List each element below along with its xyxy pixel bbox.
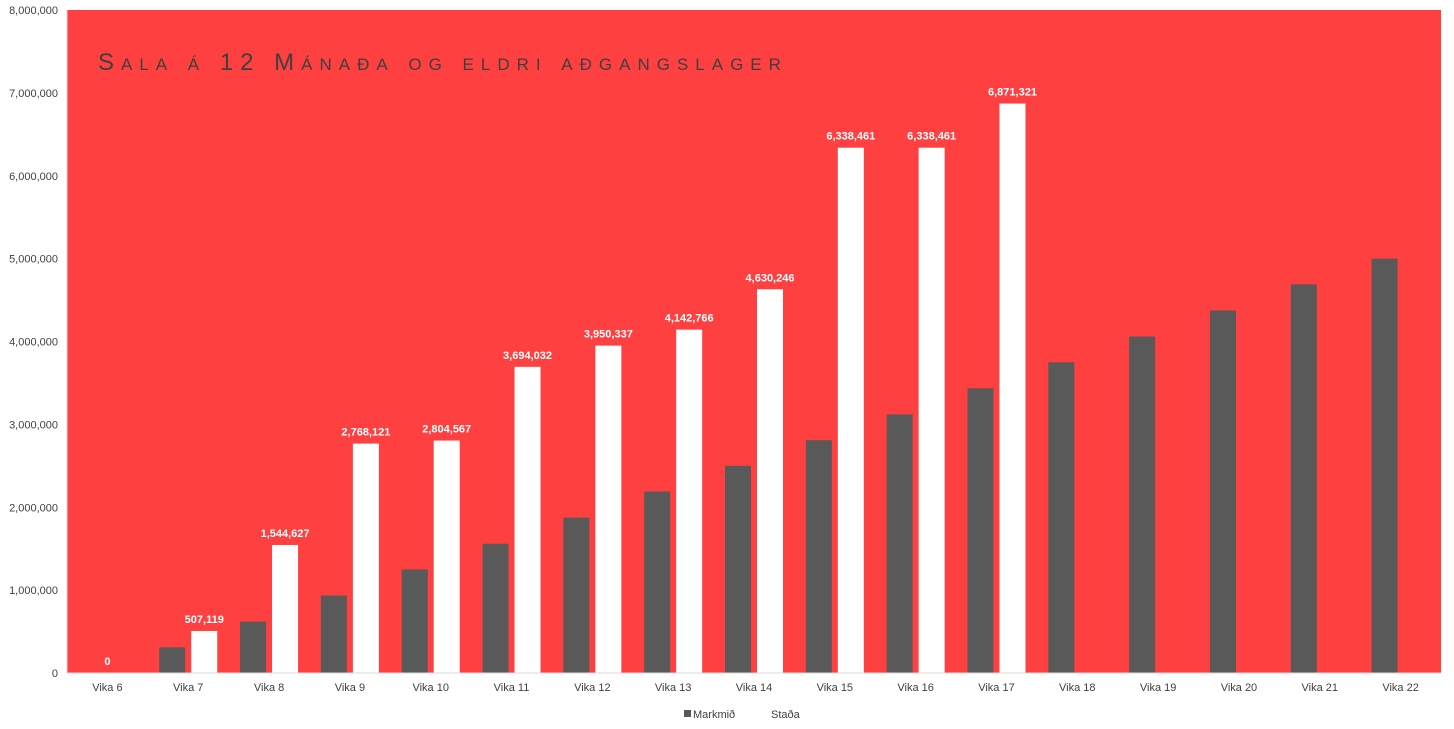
data-label: 6,338,461 [826,131,875,143]
bar-stada [191,630,218,673]
y-tick-label: 4,000,000 [9,337,58,349]
data-label: 6,871,321 [988,87,1037,99]
x-tick-label: Vika 12 [574,682,611,694]
y-tick-label: 0 [52,668,58,680]
data-label: 0 [104,656,110,668]
x-tick-label: Vika 10 [412,682,449,694]
bar-markmid [1209,310,1236,673]
x-tick-label: Vika 16 [897,682,934,694]
bar-stada [676,329,703,673]
bar-stada [433,440,460,673]
x-tick-label: Vika 21 [1302,682,1339,694]
bar-markmid [563,517,590,673]
bar-stada [595,345,622,673]
legend-label-markmid: Markmið [693,709,735,721]
y-axis: 0 1,000,000 2,000,000 3,000,000 4,000,000 5,0… [9,5,68,680]
bar-markmid [1290,284,1317,673]
x-tick-label: Vika 9 [335,682,365,694]
y-tick-label: 3,000,000 [9,419,58,431]
bar-markmid [482,543,509,673]
bar-markmid [401,569,428,673]
data-label: 4,142,766 [665,313,714,325]
data-label: 3,950,337 [584,329,633,341]
y-tick-label: 6,000,000 [9,171,58,183]
x-tick-label: Vika 20 [1221,682,1258,694]
bar-markmid [805,440,832,673]
data-label: 3,694,032 [503,350,552,362]
data-labels: 0 507,119 1,544,627 2,768,121 2,804,567 3,694… [104,87,1037,668]
data-label: 6,338,461 [907,131,956,143]
x-tick-label: Vika 18 [1059,682,1096,694]
x-tick-label: Vika 22 [1382,682,1419,694]
legend-swatch-stada [760,710,767,717]
data-label: 507,119 [185,614,224,626]
bar-markmid [159,647,186,673]
y-tick-label: 2,000,000 [9,502,58,514]
x-tick-label: Vika 8 [254,682,284,694]
bar-stada [837,147,864,673]
bar-stada [272,544,299,673]
legend-swatch-markmid [684,710,691,717]
bar-markmid [1129,336,1156,673]
bar-stada [918,147,945,673]
bar-markmid [1048,362,1075,673]
bar-markmid [320,595,347,673]
x-tick-label: Vika 7 [173,682,203,694]
x-tick-label: Vika 15 [817,682,854,694]
bar-markmid [886,414,913,673]
bar-markmid [725,465,751,673]
data-label: 4,630,246 [746,272,795,284]
x-tick-label: Vika 14 [736,682,773,694]
bar-stada [352,443,379,673]
bar-markmid [1371,258,1398,673]
legend-label-stada: Staða [771,709,801,721]
data-label: 1,544,627 [261,528,310,540]
bar-stada [999,103,1026,674]
x-axis: Vika 6 Vika 7 Vika 8 Vika 9 Vika 10 Vika 11 Vi… [67,672,1441,694]
bar-markmid [240,621,267,673]
x-tick-label: Vika 11 [494,682,530,694]
bar-markmid [644,491,671,673]
chart-title: Sala á 12 Mánaða og eldri aðgangslager [98,49,788,76]
y-tick-label: 5,000,000 [9,254,58,266]
bar-stada [514,366,541,673]
legend: Markmið Staða [684,709,801,721]
x-tick-label: Vika 13 [655,682,692,694]
x-tick-label: Vika 19 [1140,682,1177,694]
data-label: 2,804,567 [422,424,471,436]
x-tick-label: Vika 6 [92,682,122,694]
bar-markmid [967,388,994,673]
bars [159,103,1398,674]
x-tick-label: Vika 17 [978,682,1015,694]
bar-stada [757,289,783,673]
y-tick-label: 7,000,000 [9,88,58,100]
y-tick-label: 8,000,000 [9,5,58,17]
data-label: 2,768,121 [341,427,390,439]
y-tick-label: 1,000,000 [9,585,58,597]
